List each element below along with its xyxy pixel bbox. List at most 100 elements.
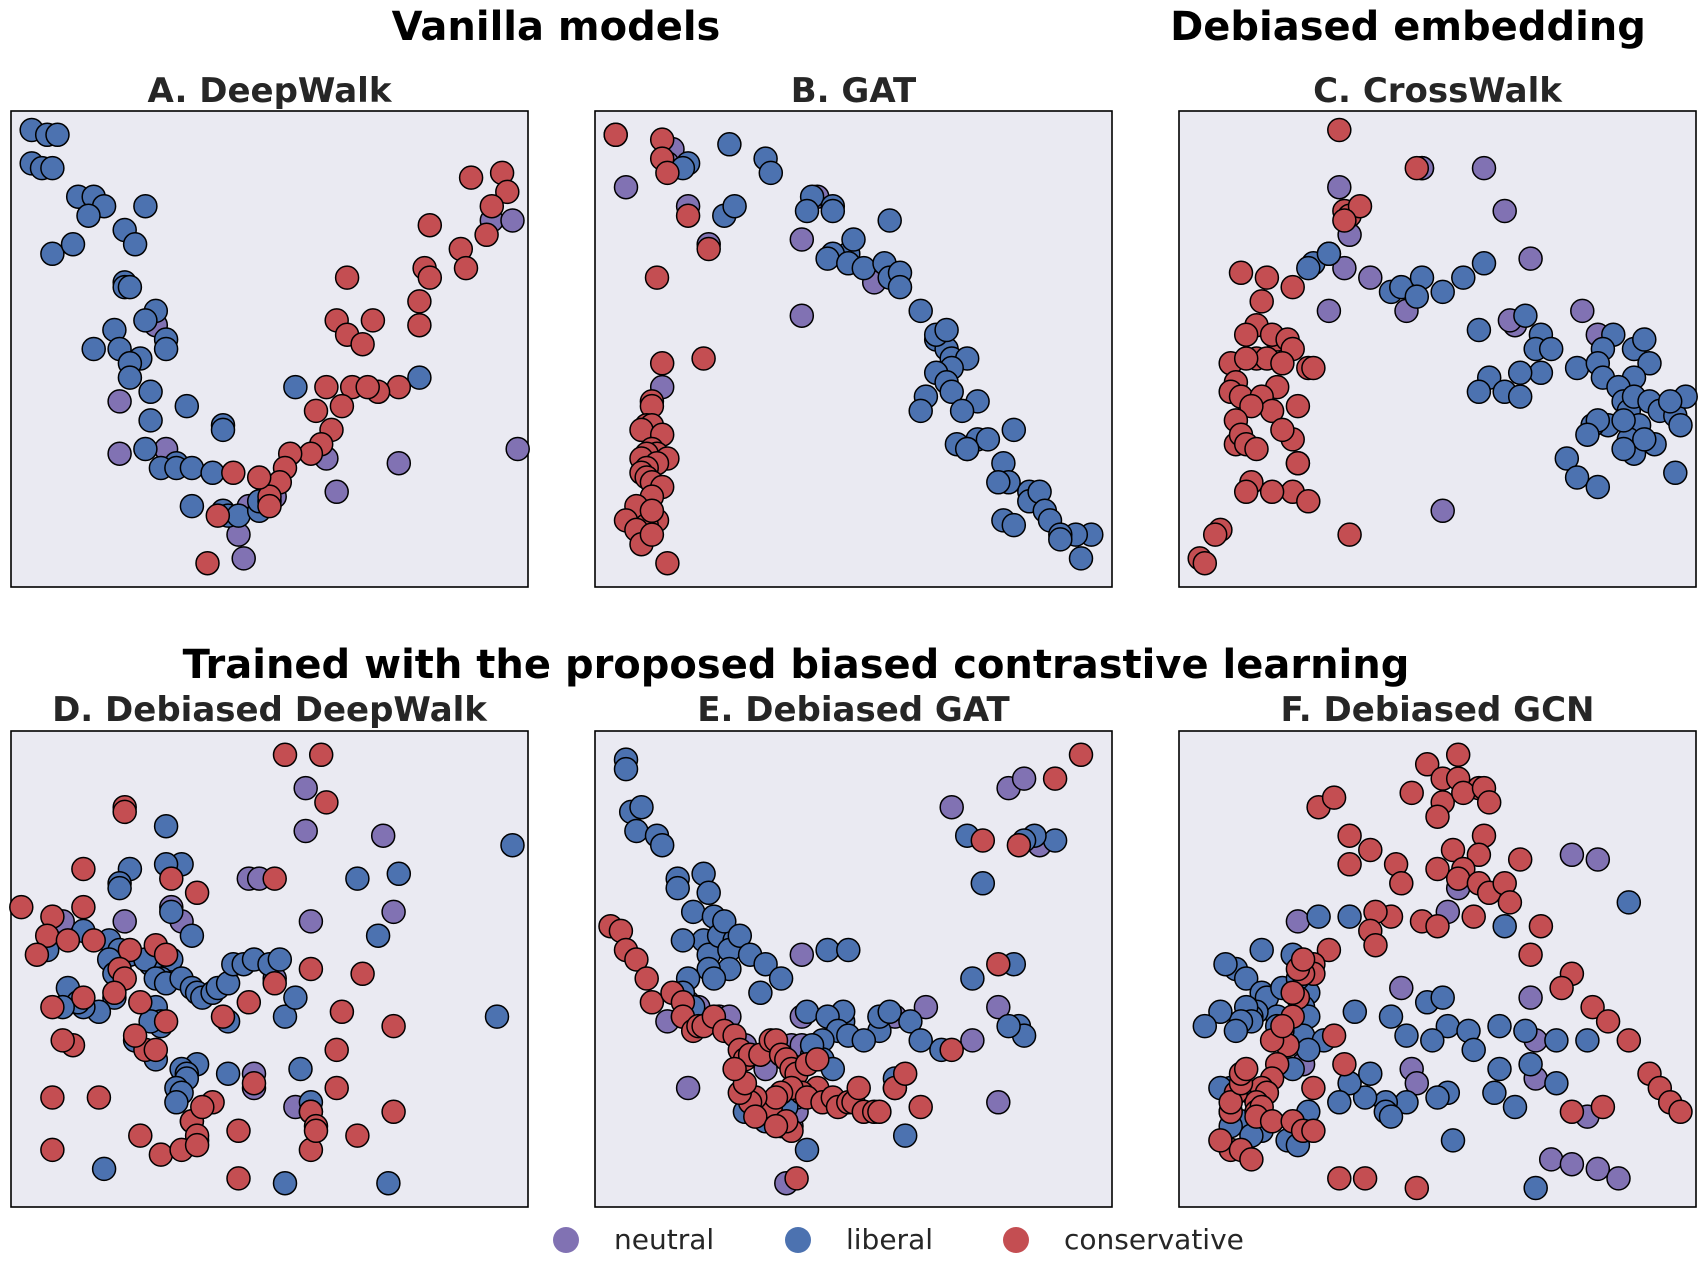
- point-conservative: [71, 894, 96, 920]
- point-conservative: [1445, 742, 1471, 768]
- point-liberal: [1554, 446, 1580, 471]
- point-conservative: [350, 331, 375, 357]
- point-liberal: [179, 923, 205, 948]
- point-conservative: [1363, 932, 1388, 958]
- point-liberal: [753, 951, 778, 977]
- point-liberal: [1223, 1018, 1249, 1044]
- panel-title-c-crosswalk: C. CrossWalk: [1313, 71, 1563, 111]
- point-liberal: [815, 937, 840, 963]
- point-neutral: [370, 823, 396, 848]
- point-conservative: [262, 971, 287, 996]
- point-neutral: [381, 899, 406, 925]
- point-conservative: [603, 122, 628, 148]
- point-neutral: [1606, 1166, 1631, 1191]
- point-liberal: [887, 274, 913, 300]
- point-liberal: [107, 875, 132, 901]
- point-neutral: [107, 441, 132, 466]
- point-conservative: [1290, 947, 1316, 972]
- point-conservative: [1440, 837, 1466, 863]
- point-neutral: [298, 909, 324, 934]
- point-conservative: [184, 880, 210, 906]
- point-conservative: [1590, 1094, 1616, 1120]
- point-neutral: [986, 994, 1011, 1020]
- point-conservative: [314, 374, 339, 400]
- point-liberal: [1507, 360, 1533, 386]
- point-conservative: [386, 374, 412, 400]
- point-neutral: [1358, 265, 1383, 290]
- panel-title-d-debiased-deepwalk: D. Debiased DeepWalk: [52, 690, 488, 730]
- point-liberal: [877, 208, 902, 233]
- point-liberal: [1544, 1070, 1569, 1096]
- point-liberal: [407, 365, 432, 390]
- point-conservative: [272, 742, 298, 768]
- point-conservative: [939, 1037, 964, 1063]
- point-liberal: [892, 1123, 918, 1148]
- point-conservative: [210, 1004, 236, 1029]
- panel-d-debiased-deepwalk: D. Debiased DeepWalk: [9, 690, 529, 1208]
- point-liberal: [877, 999, 902, 1025]
- point-conservative: [1549, 975, 1574, 1001]
- point-liberal: [1192, 1013, 1218, 1039]
- point-neutral: [1327, 174, 1352, 200]
- point-conservative: [1595, 1009, 1621, 1034]
- point-conservative: [86, 1085, 112, 1110]
- point-conservative: [195, 550, 220, 576]
- point-neutral: [1559, 1151, 1585, 1177]
- point-neutral: [1492, 198, 1517, 224]
- point-conservative: [495, 179, 520, 205]
- series-conservative: [598, 742, 1094, 1191]
- point-conservative: [1285, 393, 1311, 419]
- point-conservative: [474, 222, 499, 248]
- point-conservative: [303, 1118, 329, 1144]
- point-conservative: [226, 1118, 251, 1144]
- point-conservative: [1332, 208, 1357, 233]
- point-conservative: [1233, 346, 1259, 371]
- point-liberal: [272, 1170, 298, 1196]
- point-liberal: [908, 1028, 933, 1053]
- point-liberal: [1440, 1128, 1466, 1153]
- point-liberal: [1048, 527, 1073, 552]
- point-liberal: [1213, 951, 1238, 977]
- point-conservative: [1301, 1118, 1326, 1144]
- point-conservative: [1233, 1056, 1259, 1082]
- point-conservative: [722, 1056, 747, 1082]
- point-liberal: [970, 871, 996, 896]
- point-neutral: [112, 909, 137, 934]
- point-liberal: [1461, 1037, 1486, 1063]
- point-liberal: [898, 1009, 923, 1034]
- point-liberal: [1316, 241, 1342, 267]
- point-conservative: [1068, 742, 1094, 768]
- point-liberal: [1404, 284, 1430, 309]
- point-conservative: [1337, 522, 1362, 547]
- point-liberal: [272, 1004, 298, 1029]
- point-conservative: [655, 550, 680, 576]
- point-conservative: [892, 1061, 918, 1086]
- point-conservative: [236, 990, 262, 1015]
- point-conservative: [655, 160, 680, 186]
- legend: neutral liberal conservative: [553, 1223, 1244, 1256]
- point-neutral: [960, 1028, 985, 1053]
- point-liberal: [179, 455, 205, 481]
- point-conservative: [257, 493, 282, 519]
- legend-label-liberal: liberal: [846, 1223, 933, 1256]
- point-neutral: [1389, 975, 1414, 1001]
- point-conservative: [639, 990, 665, 1015]
- legend-item-conservative: conservative: [1003, 1223, 1244, 1256]
- point-conservative: [407, 312, 432, 338]
- point-conservative: [205, 503, 231, 528]
- point-liberal: [1208, 999, 1233, 1025]
- point-conservative: [417, 265, 443, 290]
- point-liberal: [727, 923, 753, 948]
- point-conservative: [1218, 1090, 1243, 1115]
- point-conservative: [1476, 790, 1502, 815]
- point-liberal: [226, 503, 251, 528]
- point-neutral: [1570, 298, 1595, 324]
- point-liberal: [1327, 1090, 1352, 1115]
- point-liberal: [1042, 828, 1068, 853]
- point-liberal: [174, 393, 200, 419]
- point-liberal: [949, 398, 975, 424]
- point-conservative: [71, 985, 96, 1010]
- point-liberal: [975, 427, 1001, 452]
- point-liberal: [1249, 937, 1274, 963]
- point-conservative: [1233, 322, 1259, 347]
